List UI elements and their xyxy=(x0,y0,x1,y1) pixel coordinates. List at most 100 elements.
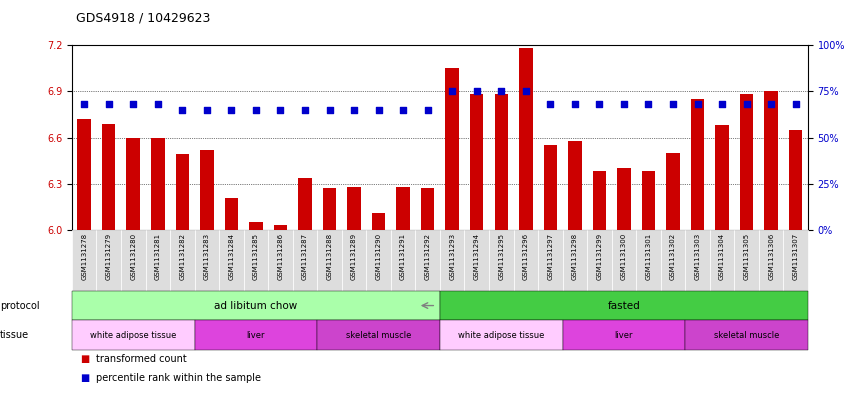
Bar xyxy=(563,230,587,291)
Bar xyxy=(348,187,360,230)
Bar xyxy=(446,68,459,230)
Text: ■: ■ xyxy=(80,354,90,364)
Text: GSM1131296: GSM1131296 xyxy=(523,233,529,280)
Point xyxy=(200,107,213,113)
Bar xyxy=(72,230,96,291)
Text: liver: liver xyxy=(615,331,633,340)
Text: GSM1131302: GSM1131302 xyxy=(670,233,676,280)
Bar xyxy=(176,154,189,230)
Bar xyxy=(734,230,759,291)
Text: ■: ■ xyxy=(80,373,90,383)
Text: GSM1131279: GSM1131279 xyxy=(106,233,112,280)
Point xyxy=(175,107,189,113)
Text: GSM1131301: GSM1131301 xyxy=(645,233,651,280)
Text: GSM1131290: GSM1131290 xyxy=(376,233,382,280)
Bar xyxy=(783,230,808,291)
Point xyxy=(77,101,91,107)
Point xyxy=(568,101,581,107)
Text: skeletal muscle: skeletal muscle xyxy=(346,331,411,340)
Text: GSM1131289: GSM1131289 xyxy=(351,233,357,280)
Point xyxy=(788,101,802,107)
Bar xyxy=(78,119,91,230)
Text: percentile rank within the sample: percentile rank within the sample xyxy=(96,373,261,383)
Bar xyxy=(372,213,385,230)
Text: GSM1131286: GSM1131286 xyxy=(277,233,283,280)
Point xyxy=(666,101,679,107)
Bar xyxy=(421,188,434,230)
Bar xyxy=(323,188,336,230)
Bar xyxy=(667,153,679,230)
Point xyxy=(249,107,262,113)
Text: GSM1131305: GSM1131305 xyxy=(744,233,750,280)
Text: GSM1131291: GSM1131291 xyxy=(400,233,406,280)
Text: GSM1131280: GSM1131280 xyxy=(130,233,136,280)
Point xyxy=(347,107,360,113)
Text: GSM1131284: GSM1131284 xyxy=(228,233,234,280)
Bar xyxy=(642,171,655,230)
Bar xyxy=(685,320,808,350)
Bar xyxy=(151,138,164,230)
Text: GDS4918 / 10429623: GDS4918 / 10429623 xyxy=(76,12,211,25)
Point xyxy=(470,88,483,94)
Bar xyxy=(366,230,391,291)
Bar xyxy=(299,178,311,230)
Bar xyxy=(538,230,563,291)
Text: liver: liver xyxy=(247,331,265,340)
Text: GSM1131287: GSM1131287 xyxy=(302,233,308,280)
Point xyxy=(715,101,728,107)
Text: GSM1131303: GSM1131303 xyxy=(695,233,700,280)
Bar xyxy=(765,91,777,230)
Bar xyxy=(274,225,287,230)
Text: GSM1131278: GSM1131278 xyxy=(81,233,87,280)
Point xyxy=(494,88,508,94)
Bar xyxy=(464,230,489,291)
Bar xyxy=(440,291,808,320)
Bar xyxy=(317,320,440,350)
Text: GSM1131285: GSM1131285 xyxy=(253,233,259,280)
Text: GSM1131283: GSM1131283 xyxy=(204,233,210,280)
Point xyxy=(126,101,140,107)
Bar xyxy=(72,320,195,350)
Bar xyxy=(514,230,538,291)
Text: GSM1131292: GSM1131292 xyxy=(425,233,431,280)
Text: transformed count: transformed count xyxy=(96,354,186,364)
Bar xyxy=(618,168,630,230)
Bar xyxy=(470,94,483,230)
Text: GSM1131298: GSM1131298 xyxy=(572,233,578,280)
Point xyxy=(322,107,336,113)
Bar xyxy=(593,171,606,230)
Text: GSM1131295: GSM1131295 xyxy=(498,233,504,280)
Text: GSM1131299: GSM1131299 xyxy=(596,233,602,280)
Point xyxy=(224,107,238,113)
Text: GSM1131293: GSM1131293 xyxy=(449,233,455,280)
Bar xyxy=(789,130,802,230)
Bar xyxy=(342,230,366,291)
Bar xyxy=(544,145,557,230)
Point xyxy=(739,101,753,107)
Bar xyxy=(201,150,213,230)
Bar xyxy=(219,230,244,291)
Bar xyxy=(391,230,415,291)
Bar xyxy=(661,230,685,291)
Text: GSM1131307: GSM1131307 xyxy=(793,233,799,280)
Point xyxy=(641,101,655,107)
Bar xyxy=(563,320,685,350)
Point xyxy=(102,101,115,107)
Text: ad libitum chow: ad libitum chow xyxy=(214,301,298,310)
Bar xyxy=(636,230,661,291)
Point xyxy=(371,107,385,113)
Bar xyxy=(268,230,293,291)
Bar xyxy=(195,320,317,350)
Bar xyxy=(519,48,532,230)
Bar xyxy=(244,230,268,291)
Point xyxy=(617,101,630,107)
Point xyxy=(592,101,606,107)
Bar xyxy=(121,230,146,291)
Bar xyxy=(293,230,317,291)
Bar xyxy=(691,99,704,230)
Point xyxy=(298,107,311,113)
Bar xyxy=(440,320,563,350)
Bar xyxy=(397,187,409,230)
Bar xyxy=(587,230,612,291)
Bar xyxy=(740,94,753,230)
